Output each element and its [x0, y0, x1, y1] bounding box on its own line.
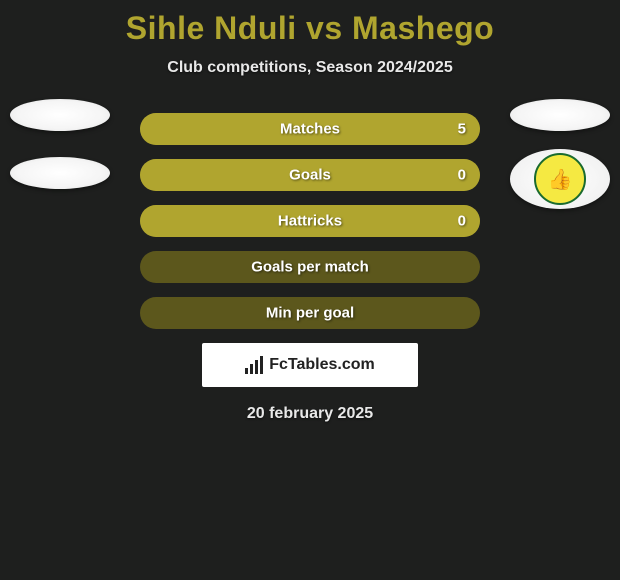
subtitle: Club competitions, Season 2024/2025 — [0, 59, 620, 77]
logo-right-2: 👍 — [510, 149, 610, 197]
thumbs-up-icon: 👍 — [548, 167, 573, 192]
stat-bar: Matches5 — [140, 113, 480, 145]
stat-bar-value: 5 — [458, 121, 466, 138]
source-box: FcTables.com — [202, 343, 418, 387]
team-logo-placeholder-icon — [10, 99, 110, 131]
stat-bar-label: Min per goal — [140, 305, 480, 322]
date-label: 20 february 2025 — [0, 405, 620, 423]
logo-right-1 — [510, 99, 610, 147]
stat-bar-value: 0 — [458, 213, 466, 230]
stat-bar: Goals0 — [140, 159, 480, 191]
logo-left-2 — [10, 157, 110, 205]
stat-bar-label: Goals — [140, 167, 480, 184]
sundowns-badge-icon: 👍 — [510, 149, 610, 209]
logo-left-1 — [10, 99, 110, 147]
page-title: Sihle Nduli vs Mashego — [0, 0, 620, 47]
stat-bar: Goals per match — [140, 251, 480, 283]
stat-bar: Hattricks0 — [140, 205, 480, 237]
stat-bar: Min per goal — [140, 297, 480, 329]
stat-bar-value: 0 — [458, 167, 466, 184]
source-label: FcTables.com — [269, 356, 375, 374]
stats-area: 👍 Matches5Goals0Hattricks0Goals per matc… — [0, 113, 620, 329]
team-logo-placeholder-icon — [510, 99, 610, 131]
team-logo-placeholder-icon — [10, 157, 110, 189]
bar-chart-icon — [245, 356, 263, 374]
stat-bar-label: Goals per match — [140, 259, 480, 276]
stat-bar-label: Matches — [140, 121, 480, 138]
stat-bar-label: Hattricks — [140, 213, 480, 230]
